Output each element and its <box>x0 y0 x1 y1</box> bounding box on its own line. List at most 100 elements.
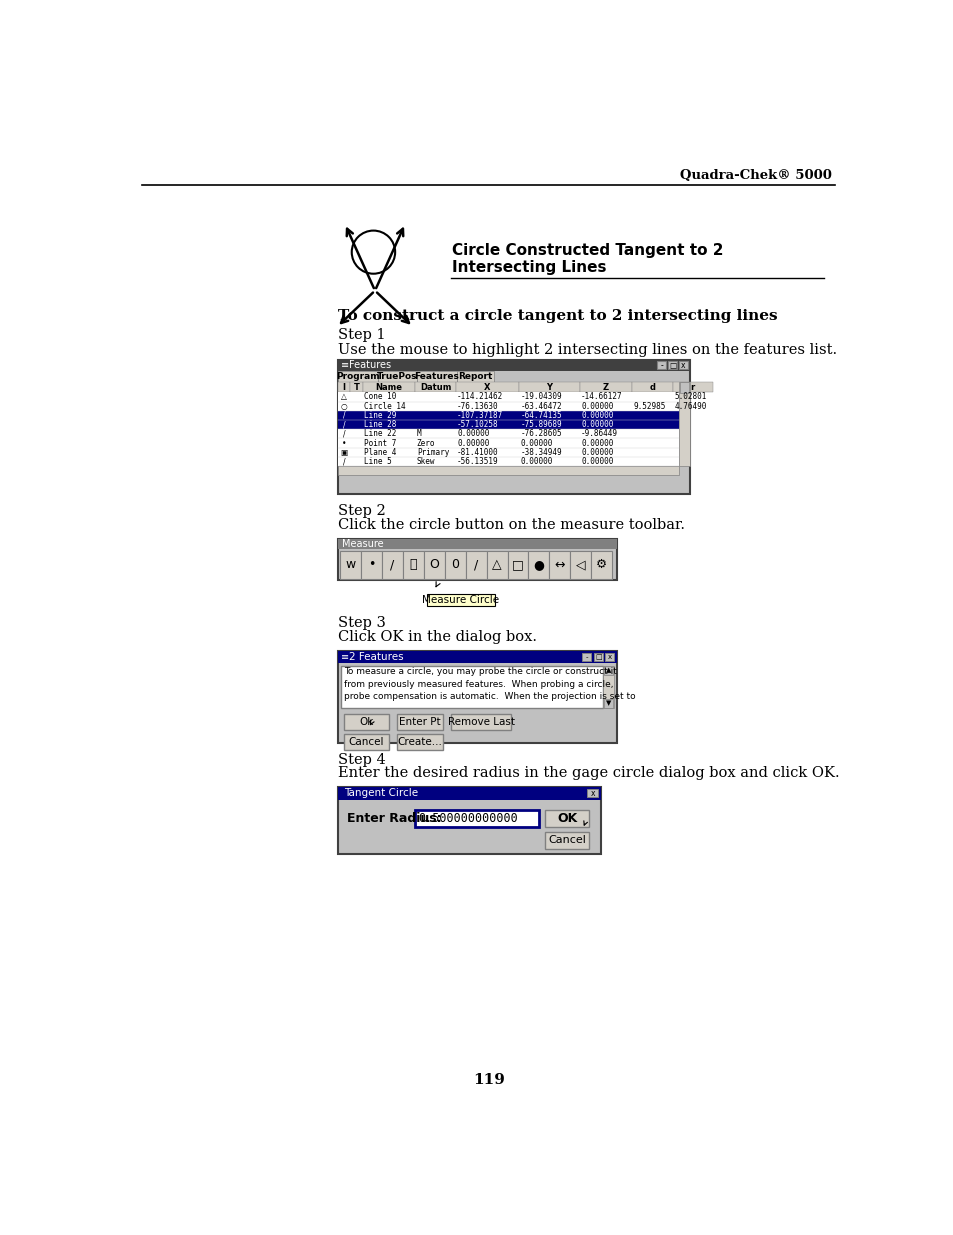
FancyBboxPatch shape <box>344 734 389 750</box>
Text: Click the circle button on the measure toolbar.: Click the circle button on the measure t… <box>337 517 684 532</box>
Text: -56.13519: -56.13519 <box>456 457 498 466</box>
Text: OK: OK <box>557 813 577 825</box>
FancyBboxPatch shape <box>657 361 666 369</box>
Text: Skew: Skew <box>416 457 435 466</box>
Text: Measure Circle: Measure Circle <box>421 595 498 605</box>
Text: To construct a circle tangent to 2 intersecting lines: To construct a circle tangent to 2 inter… <box>337 309 777 324</box>
FancyBboxPatch shape <box>549 551 570 579</box>
Text: Line 29: Line 29 <box>364 411 396 420</box>
FancyBboxPatch shape <box>679 383 689 466</box>
FancyBboxPatch shape <box>603 699 612 708</box>
FancyBboxPatch shape <box>337 411 679 420</box>
Text: -: - <box>585 655 587 661</box>
Text: -64.74135: -64.74135 <box>520 411 561 420</box>
FancyBboxPatch shape <box>337 420 679 430</box>
Text: x: x <box>680 361 685 369</box>
FancyBboxPatch shape <box>528 551 549 579</box>
Text: w: w <box>345 558 355 572</box>
Text: Line 22: Line 22 <box>364 430 396 438</box>
Text: 0.500000000000: 0.500000000000 <box>418 813 517 825</box>
FancyBboxPatch shape <box>426 594 495 606</box>
Text: Name: Name <box>375 383 402 391</box>
Text: 0.00000: 0.00000 <box>580 401 613 411</box>
FancyBboxPatch shape <box>337 430 679 438</box>
Text: T: T <box>354 383 359 391</box>
Text: -114.21462: -114.21462 <box>456 393 503 401</box>
Text: Z: Z <box>602 383 608 391</box>
Text: /: / <box>342 420 345 429</box>
Text: Features: Features <box>348 361 391 370</box>
Text: 0.00000: 0.00000 <box>580 411 613 420</box>
FancyBboxPatch shape <box>337 438 679 448</box>
FancyBboxPatch shape <box>337 383 350 393</box>
Text: M: M <box>416 430 421 438</box>
Text: ↔: ↔ <box>554 558 564 572</box>
Text: r: r <box>690 383 694 391</box>
FancyBboxPatch shape <box>444 551 465 579</box>
FancyBboxPatch shape <box>337 359 689 494</box>
Text: X: X <box>483 383 490 391</box>
FancyBboxPatch shape <box>581 652 591 661</box>
FancyBboxPatch shape <box>456 370 494 383</box>
FancyBboxPatch shape <box>396 714 443 730</box>
Text: TruePos: TruePos <box>376 372 417 382</box>
Text: ≡: ≡ <box>340 652 349 662</box>
Text: Step 2: Step 2 <box>337 504 385 517</box>
Text: -19.04309: -19.04309 <box>520 393 561 401</box>
FancyBboxPatch shape <box>451 714 511 730</box>
FancyBboxPatch shape <box>672 383 712 393</box>
FancyBboxPatch shape <box>337 466 679 475</box>
Text: Measure: Measure <box>341 538 383 550</box>
Text: Plane 4: Plane 4 <box>364 448 396 457</box>
FancyBboxPatch shape <box>545 810 588 827</box>
FancyBboxPatch shape <box>377 370 416 383</box>
Text: /: / <box>474 558 477 572</box>
FancyBboxPatch shape <box>570 551 591 579</box>
Text: ○: ○ <box>340 401 347 411</box>
Text: Point 7: Point 7 <box>364 438 396 447</box>
Text: 0.00000: 0.00000 <box>580 420 613 429</box>
Text: 5.02801: 5.02801 <box>674 393 706 401</box>
FancyBboxPatch shape <box>518 383 579 393</box>
Text: Cone 10: Cone 10 <box>364 393 396 401</box>
FancyBboxPatch shape <box>350 383 362 393</box>
FancyBboxPatch shape <box>593 652 602 661</box>
FancyBboxPatch shape <box>416 370 456 383</box>
Text: To measure a circle, you may probe the circle or construct it: To measure a circle, you may probe the c… <box>344 667 617 677</box>
Text: Enter Radius:: Enter Radius: <box>347 811 441 825</box>
FancyBboxPatch shape <box>486 551 507 579</box>
FancyBboxPatch shape <box>337 787 600 799</box>
Text: □: □ <box>595 655 601 661</box>
Text: -75.89689: -75.89689 <box>520 420 561 429</box>
Text: -9.86449: -9.86449 <box>580 430 618 438</box>
Text: ▼: ▼ <box>605 700 610 706</box>
Text: Remove Last: Remove Last <box>447 716 514 727</box>
FancyBboxPatch shape <box>632 383 672 393</box>
Text: Program: Program <box>335 372 379 382</box>
Text: Quadra-Chek® 5000: Quadra-Chek® 5000 <box>679 169 831 182</box>
FancyBboxPatch shape <box>423 551 444 579</box>
FancyBboxPatch shape <box>360 551 381 579</box>
Text: Cancel: Cancel <box>349 737 384 747</box>
Text: Intersecting Lines: Intersecting Lines <box>452 261 606 275</box>
Text: Circle 14: Circle 14 <box>364 401 405 411</box>
FancyBboxPatch shape <box>362 383 415 393</box>
Text: d: d <box>649 383 655 391</box>
Text: 0.00000: 0.00000 <box>456 430 489 438</box>
Text: Ok: Ok <box>359 716 374 727</box>
Text: □: □ <box>512 558 523 572</box>
Text: △: △ <box>492 558 501 572</box>
Text: •: • <box>368 558 375 572</box>
Text: Features: Features <box>415 372 459 382</box>
FancyBboxPatch shape <box>591 551 612 579</box>
Text: -57.10258: -57.10258 <box>456 420 498 429</box>
Text: 0.00000: 0.00000 <box>580 438 613 447</box>
Text: ⏐: ⏐ <box>409 558 416 572</box>
FancyBboxPatch shape <box>456 383 518 393</box>
FancyBboxPatch shape <box>337 393 679 401</box>
Text: /: / <box>342 411 345 420</box>
FancyBboxPatch shape <box>604 652 614 661</box>
FancyBboxPatch shape <box>337 651 617 663</box>
Text: x: x <box>590 789 595 798</box>
Text: -63.46472: -63.46472 <box>520 401 561 411</box>
